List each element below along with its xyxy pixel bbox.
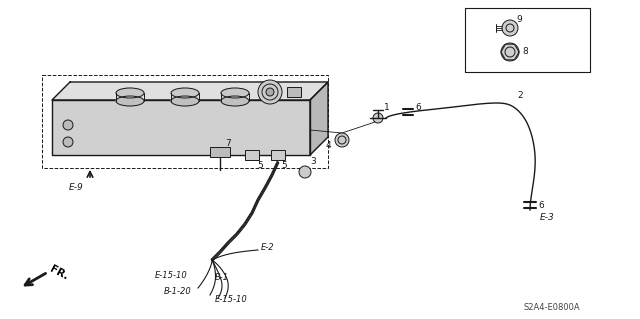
- Ellipse shape: [171, 96, 199, 106]
- Text: B-1: B-1: [215, 273, 229, 283]
- Text: S2A4-E0800A: S2A4-E0800A: [524, 303, 580, 313]
- Ellipse shape: [116, 88, 144, 98]
- Polygon shape: [52, 82, 328, 100]
- Text: 3: 3: [310, 158, 316, 167]
- Text: 1: 1: [384, 103, 390, 113]
- Circle shape: [266, 88, 274, 96]
- FancyBboxPatch shape: [287, 87, 301, 97]
- Text: 9: 9: [516, 16, 522, 25]
- Circle shape: [335, 133, 349, 147]
- Text: B-1-20: B-1-20: [164, 287, 192, 296]
- Ellipse shape: [116, 96, 144, 106]
- Text: 2: 2: [517, 92, 523, 100]
- Text: E-2: E-2: [261, 243, 275, 253]
- Text: 8: 8: [522, 48, 528, 56]
- Ellipse shape: [221, 96, 249, 106]
- Circle shape: [501, 43, 519, 61]
- Text: FR.: FR.: [47, 263, 70, 281]
- Circle shape: [63, 120, 73, 130]
- FancyBboxPatch shape: [271, 150, 285, 160]
- Text: 5: 5: [281, 160, 287, 169]
- Text: E-15-10: E-15-10: [215, 295, 248, 305]
- Text: 4: 4: [325, 140, 331, 150]
- Circle shape: [258, 80, 282, 104]
- Text: 6: 6: [538, 201, 544, 210]
- Circle shape: [299, 166, 311, 178]
- Text: E-3: E-3: [540, 213, 555, 222]
- Text: 7: 7: [225, 139, 231, 149]
- Circle shape: [502, 20, 518, 36]
- Text: E-9: E-9: [68, 183, 83, 192]
- Circle shape: [63, 137, 73, 147]
- Ellipse shape: [171, 88, 199, 98]
- Text: E-15-10: E-15-10: [156, 271, 188, 279]
- Polygon shape: [52, 100, 310, 155]
- FancyBboxPatch shape: [245, 150, 259, 160]
- Ellipse shape: [221, 88, 249, 98]
- Text: 5: 5: [257, 160, 263, 169]
- FancyBboxPatch shape: [210, 147, 230, 157]
- Circle shape: [373, 113, 383, 123]
- Text: 6: 6: [415, 102, 420, 112]
- Polygon shape: [310, 82, 328, 155]
